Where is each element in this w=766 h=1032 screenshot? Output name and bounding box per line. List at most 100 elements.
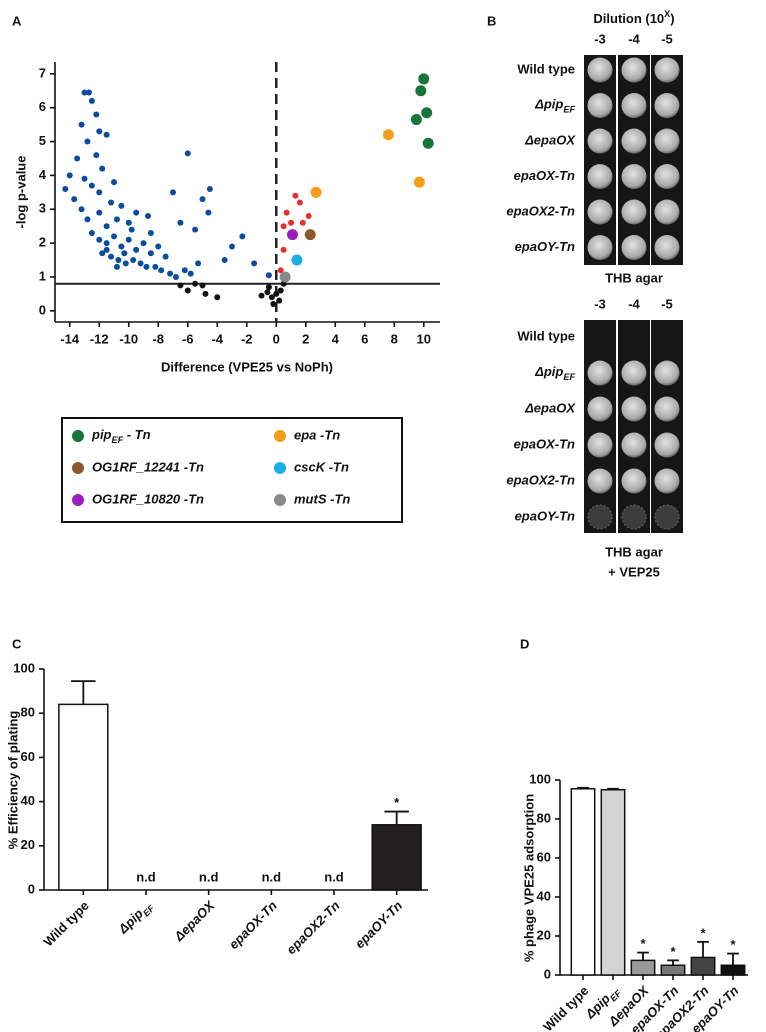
point: [167, 270, 174, 277]
point: [422, 137, 434, 149]
y-tick-label: 80: [21, 705, 35, 720]
x-tick-label: ΔepaOX: [171, 897, 219, 945]
colony-spot: [621, 93, 647, 118]
point: [286, 229, 298, 241]
point: [113, 263, 120, 270]
point: [118, 243, 125, 250]
strain-label: ΔpipEF: [534, 97, 575, 115]
bar: [720, 964, 746, 976]
point: [184, 287, 191, 294]
y-tick-label: 1: [39, 268, 46, 283]
point: [74, 155, 81, 162]
colony-spot: [621, 432, 647, 458]
significance-marker: *: [700, 925, 706, 940]
point: [279, 271, 291, 283]
colony-spot: [621, 396, 647, 422]
point: [273, 290, 280, 297]
y-tick-label: 20: [21, 837, 35, 852]
x-tick-label: 4: [332, 331, 340, 346]
point: [410, 114, 422, 126]
colony-spot: [587, 432, 613, 458]
legend-swatch: [274, 494, 286, 506]
point: [205, 209, 212, 216]
point: [270, 301, 277, 308]
plates-title-sup: X: [664, 9, 670, 19]
point: [413, 176, 425, 188]
x-tick-label: ΔpipEF: [115, 898, 157, 940]
colony-spot: [621, 360, 647, 386]
dilution-label: -5: [661, 31, 673, 46]
x-tick-label: -2: [241, 331, 253, 346]
colony-spot: [621, 504, 647, 530]
dilution-label: -3: [594, 296, 606, 311]
point: [96, 236, 103, 243]
point: [81, 89, 88, 96]
panel-label: B: [487, 13, 496, 28]
point: [264, 289, 271, 296]
point: [121, 250, 128, 257]
point: [108, 253, 115, 260]
colony-spot: [654, 164, 680, 189]
point: [280, 223, 287, 230]
point: [265, 284, 272, 291]
point: [84, 216, 91, 223]
bar: [570, 788, 596, 976]
y-tick-label: 4: [39, 167, 47, 182]
point: [187, 270, 194, 277]
colony-spot: [587, 360, 613, 386]
y-tick-label: 6: [39, 99, 46, 114]
significance-marker: *: [394, 795, 400, 810]
point: [81, 175, 88, 182]
strain-label: ΔpipEF: [534, 364, 575, 382]
panel-label: A: [12, 13, 22, 28]
legend-label: OG1RF_12241 -Tn: [92, 459, 204, 474]
point: [181, 267, 188, 274]
strain-label: epaOX-Tn: [514, 168, 575, 183]
point: [421, 107, 433, 119]
y-tick-label: 0: [544, 966, 551, 981]
point: [111, 179, 118, 186]
colony-spot: [621, 235, 647, 260]
point: [137, 260, 144, 267]
point: [88, 229, 95, 236]
bar: [58, 703, 109, 891]
point: [202, 290, 209, 297]
point: [66, 172, 73, 179]
plate-column: [584, 55, 616, 265]
y-tick-label: 20: [537, 927, 551, 942]
dilution-label: -4: [628, 296, 640, 311]
colony-spot: [654, 504, 680, 530]
point: [276, 297, 283, 304]
point: [299, 219, 306, 226]
x-tick-label: -10: [119, 331, 138, 346]
plate-column: [618, 320, 650, 533]
colony-spot: [587, 164, 613, 189]
colony-spot: [654, 396, 680, 422]
point: [177, 219, 184, 226]
legend-label-main: pip: [91, 427, 112, 442]
point: [192, 280, 199, 287]
legend-label: pipEF - Tn: [91, 427, 151, 445]
point: [239, 233, 246, 240]
point: [265, 272, 272, 279]
significance-marker: *: [670, 944, 676, 959]
point: [133, 246, 140, 253]
point: [280, 246, 287, 253]
legend-swatch: [72, 494, 84, 506]
point: [305, 213, 312, 220]
significance-marker: *: [730, 937, 736, 952]
point: [283, 209, 290, 216]
legend-swatch: [274, 430, 286, 442]
strain-label-sub: EF: [563, 105, 575, 115]
point: [199, 282, 206, 289]
y-tick-label: 0: [28, 881, 35, 896]
point: [268, 294, 275, 301]
colony-spot: [621, 128, 647, 154]
y-tick-label: 80: [537, 810, 551, 825]
x-tick-label: epaOY-Tn: [352, 898, 405, 951]
value-label: n.d: [324, 869, 344, 884]
bar: [600, 789, 626, 976]
point: [84, 138, 91, 145]
y-tick-label: 40: [537, 888, 551, 903]
strain-label: Wild type: [517, 61, 575, 76]
